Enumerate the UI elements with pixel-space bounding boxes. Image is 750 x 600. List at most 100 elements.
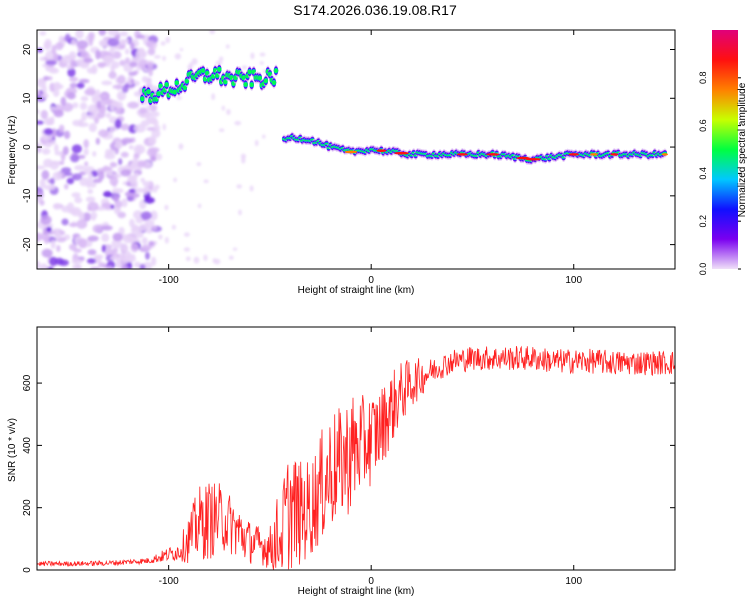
spectrogram-frame: [36, 29, 676, 270]
spectrogram-noise-blob: [46, 226, 52, 232]
spectrogram-noise-blob: [114, 118, 122, 129]
spectrogram-noise-blob: [50, 239, 56, 250]
spectrogram-noise-blob: [81, 111, 87, 122]
spectrogram-noise-blob: [112, 51, 122, 59]
spectrogram-noise-blob: [61, 167, 72, 173]
spectrogram-noise-blob: [76, 219, 88, 229]
spectrogram-noise-blob: [37, 109, 40, 114]
spectrogram-noise-blob: [115, 101, 123, 109]
spectrogram-noise-blob: [124, 255, 137, 263]
spectrogram-noise-blob: [74, 196, 83, 204]
spectrogram-noise-blob: [43, 75, 50, 81]
spectrogram-noise-blob: [128, 188, 137, 193]
spectrogram-ridge-cell: [174, 80, 179, 86]
spectrogram-ridge-cell: [140, 96, 145, 102]
spectrogram-noise-blob: [109, 176, 119, 187]
snr-y-tick-label: 400: [22, 437, 33, 454]
spectrogram-noise-blob: [43, 128, 54, 136]
spectrogram-noise-blob: [241, 65, 248, 70]
spectrogram-noise-blob: [232, 247, 238, 251]
spectrogram-noise-blob: [80, 50, 90, 59]
spectrogram-noise-blob: [124, 57, 131, 65]
spectrogram-noise-blob: [119, 59, 126, 66]
spectrogram-noise-blob: [122, 39, 130, 44]
spectrogram-noise-blob: [78, 211, 84, 220]
spectrogram-noise-blob: [86, 258, 97, 264]
spectrogram-noise-blob: [92, 224, 104, 233]
spectrogram-noise-blob: [218, 128, 225, 133]
spectrogram-noise-blob: [121, 137, 133, 144]
spectrogram-noise-blob: [147, 48, 156, 56]
spectrogram-noise-blob: [87, 188, 94, 195]
spectrogram-noise-blob: [138, 166, 143, 171]
spectrogram-noise-blob: [134, 187, 145, 193]
spectrogram-noise-blob: [112, 247, 119, 254]
spectrogram-noise-blob: [88, 32, 95, 39]
spectrogram-noise-blob: [44, 38, 52, 49]
spectrogram-noise-blob: [111, 238, 123, 249]
spectrogram-noise-blob: [37, 260, 41, 269]
spectrogram-noise-blob: [128, 237, 139, 242]
spectrogram-noise-blob: [68, 222, 78, 227]
spectrogram-noise-blob: [92, 151, 97, 157]
spectrogram-noise-blob: [90, 211, 98, 220]
spectrogram-noise-blob: [150, 225, 158, 231]
spectrogram-noise-blob: [41, 84, 47, 94]
spectrogram-noise-blob: [76, 82, 85, 89]
spectrogram-noise-blob: [147, 147, 160, 153]
spectrogram-noise-blob: [72, 102, 79, 109]
spectrogram-ridge-peak: [525, 157, 541, 161]
spectrogram-noise-blob: [50, 106, 57, 112]
spectrogram-noise-blob: [121, 198, 128, 208]
spectrogram-noise-blob: [162, 123, 167, 131]
spectrogram-noise-blob: [191, 58, 198, 65]
spectrogram-noise-blob: [37, 47, 43, 53]
spectrogram-noise-blob: [53, 53, 59, 62]
spectrogram-noise-blob: [141, 244, 152, 251]
spectrogram-noise-blob: [171, 224, 177, 230]
spectrogram-noise-blob: [83, 139, 90, 149]
spectrogram-noise-blob: [135, 232, 144, 238]
spectrogram-ridge-peak: [610, 153, 619, 156]
spectrogram-y-ticks: -20 -10 0 10 20: [22, 44, 675, 252]
spectrogram-noise-blob: [59, 160, 65, 165]
spectrogram-noise-blob: [109, 126, 115, 135]
spectrogram-noise-blob: [60, 96, 67, 106]
spectrogram-noise-blob: [66, 92, 76, 100]
spectrogram-noise-blob: [40, 215, 52, 225]
spectrogram-noise-blob: [120, 243, 129, 253]
spectrogram-noise-blob: [150, 119, 155, 124]
spectrogram-noise-blob: [152, 187, 158, 193]
spectrogram-noise-blob: [238, 209, 242, 216]
spectrogram-noise-blob: [249, 185, 254, 192]
spectrogram-noise-blob: [63, 130, 71, 140]
spectrogram-noise-blob: [111, 188, 124, 194]
snr-series-line: [37, 345, 675, 570]
spectrogram-noise-blob: [103, 191, 113, 198]
spectrogram-noise-blob: [58, 124, 65, 133]
spectrogram-noise-blob: [76, 40, 89, 49]
colorbar-tick-label: 0.2: [698, 215, 708, 228]
spectrogram-noise-blob: [99, 104, 107, 114]
spectrogram-noise-blob: [114, 200, 123, 208]
spectrogram-ridge-cell: [243, 82, 248, 87]
spectrogram-noise-blob: [240, 153, 247, 159]
spectrogram-ridge-peak: [568, 153, 580, 156]
spectrogram-noise-blob: [67, 209, 80, 215]
spectrogram-ridge-peak: [344, 150, 358, 154]
spectrogram-noise-blob: [54, 144, 59, 153]
spectrogram-noise: [37, 30, 268, 269]
spectrogram-noise-blob: [107, 30, 120, 37]
spectrogram-noise-blob: [87, 104, 99, 114]
snr-x-tick-label: 0: [368, 576, 374, 587]
spectrogram-noise-blob: [100, 225, 113, 231]
spectrogram-noise-blob: [102, 54, 115, 64]
colorbar-ticks: 0.0 0.2 0.4 0.6 0.8: [698, 72, 741, 276]
spectrogram-noise-blob: [221, 105, 225, 111]
spectrogram-noise-blob: [64, 33, 71, 43]
colorbar-tick-label: 0.0: [698, 263, 708, 276]
spectrogram-x-tick-label: -100: [159, 275, 179, 286]
spectrogram-noise-blob: [133, 144, 146, 155]
spectrogram-noise-blob: [150, 256, 157, 267]
